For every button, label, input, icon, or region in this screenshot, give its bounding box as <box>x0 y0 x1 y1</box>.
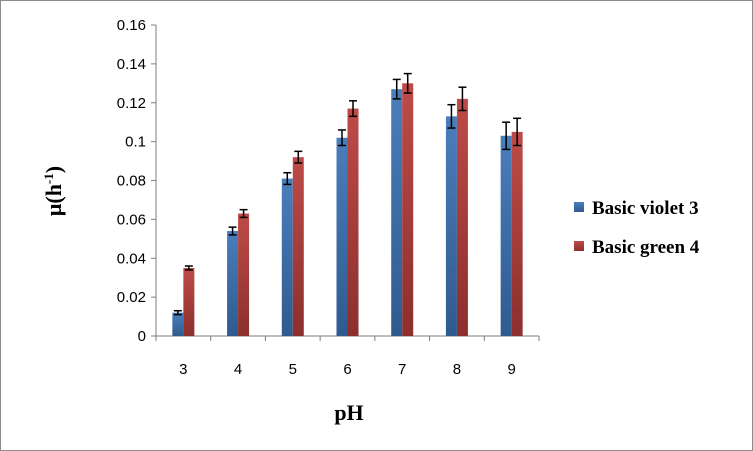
y-tick-label: 0.04 <box>117 250 146 267</box>
bar-basic-green-4-ph-8 <box>456 98 468 336</box>
y-tick-label: 0.02 <box>117 289 146 306</box>
bar-basic-violet-3-ph-4 <box>227 231 239 336</box>
error-bar-basic-violet-3-ph-5 <box>283 171 292 186</box>
error-bar-basic-violet-3-ph-4 <box>228 226 237 236</box>
y-axis-title-base: μ(h <box>41 184 66 216</box>
error-bar-basic-green-4-ph-9 <box>513 117 522 147</box>
bar-basic-green-4-ph-5 <box>292 157 304 336</box>
x-tick-label: 5 <box>289 361 297 378</box>
x-tick-label: 8 <box>453 361 461 378</box>
legend-label-basic-green-4: Basic green 4 <box>592 237 700 258</box>
error-bar-basic-green-4-ph-7 <box>403 72 412 94</box>
x-tick-label: 7 <box>398 361 406 378</box>
legend-swatch-basic-violet-3 <box>574 202 584 212</box>
y-tick-label: 0 <box>138 328 146 345</box>
y-axis: 0 0.02 0.04 0.06 0.08 0.1 0.12 0.14 0.16 <box>117 17 157 345</box>
error-bar-basic-green-4-ph-4 <box>239 208 248 219</box>
bar-basic-violet-3-ph-9 <box>500 135 512 336</box>
y-tick-label: 0.12 <box>117 95 146 112</box>
y-tick-label: 0.14 <box>117 56 146 73</box>
x-axis-title: pH <box>334 400 363 425</box>
error-bar-basic-violet-3-ph-8 <box>447 103 456 129</box>
bar-basic-violet-3-ph-7 <box>391 89 403 336</box>
legend: Basic violet 3 Basic green 4 <box>574 198 700 258</box>
x-tick-label: 3 <box>179 361 187 378</box>
y-tick-label: 0.06 <box>117 211 146 228</box>
y-axis-title-close: ) <box>41 166 66 173</box>
error-bar-basic-violet-3-ph-7 <box>392 78 401 100</box>
error-bar-basic-violet-3-ph-6 <box>338 129 346 147</box>
error-bar-basic-violet-3-ph-9 <box>502 121 511 151</box>
bar-basic-green-4-ph-9 <box>511 131 523 336</box>
bar-basic-green-4-ph-7 <box>402 83 414 336</box>
bars <box>172 83 523 336</box>
error-bar-basic-green-4-ph-3 <box>184 265 193 271</box>
error-bar-basic-violet-3-ph-3 <box>173 309 182 316</box>
y-axis-title-sup: -1 <box>41 173 56 184</box>
x-tick-label: 6 <box>343 361 351 378</box>
bar-basic-green-4-ph-4 <box>238 213 250 336</box>
bar-basic-violet-3-ph-8 <box>445 116 457 336</box>
error-bars <box>173 72 522 316</box>
bar-basic-violet-3-ph-5 <box>281 178 293 336</box>
x-tick-label: 9 <box>507 361 515 378</box>
y-axis-title: μ(h-1) <box>41 166 66 216</box>
x-axis: 3 4 5 6 7 8 9 <box>155 335 540 378</box>
bar-basic-green-4-ph-3 <box>183 267 195 336</box>
error-bar-basic-green-4-ph-5 <box>294 150 303 164</box>
y-tick-label: 0.16 <box>117 17 146 34</box>
legend-label-basic-violet-3: Basic violet 3 <box>592 198 699 219</box>
y-tick-label: 0.08 <box>117 173 146 190</box>
bar-basic-green-4-ph-6 <box>347 108 359 336</box>
bar-basic-violet-3-ph-3 <box>172 312 184 336</box>
bar-basic-violet-3-ph-6 <box>336 137 348 336</box>
legend-swatch-basic-green-4 <box>574 241 584 251</box>
error-bar-basic-green-4-ph-8 <box>458 86 467 112</box>
error-bar-basic-green-4-ph-6 <box>349 100 357 118</box>
x-tick-label: 4 <box>234 361 242 378</box>
y-tick-label: 0.1 <box>125 134 146 151</box>
